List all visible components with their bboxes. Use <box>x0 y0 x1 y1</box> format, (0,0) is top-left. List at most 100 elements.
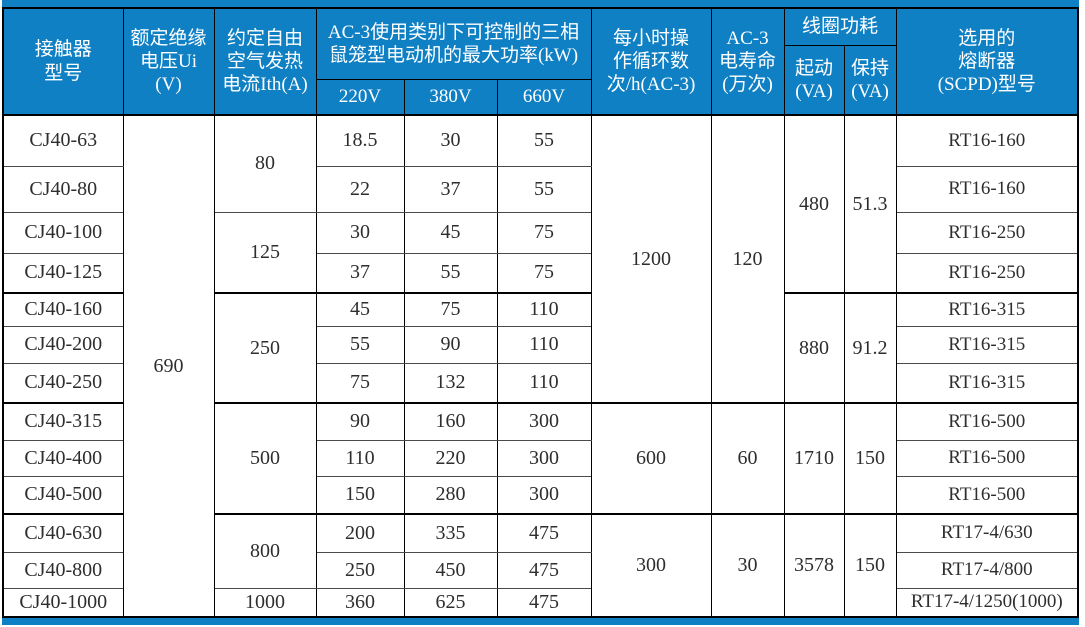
cell-p380: 335 <box>403 513 498 553</box>
cell-p380: 30 <box>403 114 498 167</box>
cell-p220: 30 <box>315 211 405 254</box>
cell-ith: 250 <box>213 292 317 404</box>
col-header-380v: 380V <box>403 78 498 116</box>
cell-p660: 110 <box>496 362 592 404</box>
cell-p380: 37 <box>403 165 498 213</box>
table-row: CJ40-315 500 90 160 300 600 60 1710 150 … <box>2 402 1079 515</box>
col-header-fuse: 选用的 熔断器 (SCPD)型号 <box>895 7 1079 116</box>
cell-model: CJ40-200 <box>2 325 124 364</box>
cell-fuse: RT16-500 <box>895 439 1079 477</box>
table-row: CJ40-1000 1000 360 625 475 RT17-4/1250(1… <box>2 587 1079 618</box>
cell-cycles: 300 <box>590 513 712 618</box>
cell-model: CJ40-500 <box>2 475 124 515</box>
cell-ith: 1000 <box>213 587 317 618</box>
cell-model: CJ40-250 <box>2 362 124 404</box>
cell-fuse: RT16-160 <box>895 165 1079 213</box>
col-header-model: 接触器 型号 <box>2 7 124 116</box>
table-row: CJ40-200 55 90 110 RT16-315 <box>2 325 1079 364</box>
cell-p220: 22 <box>315 165 405 213</box>
cell-p220: 37 <box>315 252 405 294</box>
cell-p380: 625 <box>403 587 498 618</box>
cell-p660: 75 <box>496 252 592 294</box>
cell-p380: 450 <box>403 551 498 589</box>
top-accent-bar <box>2 0 1079 7</box>
cell-p220: 360 <box>315 587 405 618</box>
cell-model: CJ40-63 <box>2 114 124 167</box>
cell-p220: 250 <box>315 551 405 589</box>
table-row: CJ40-500 150 280 300 RT16-500 <box>2 475 1079 515</box>
cell-p380: 220 <box>403 439 498 477</box>
cell-fuse: RT17-4/800 <box>895 551 1079 589</box>
cell-cycles: 600 <box>590 402 712 515</box>
cell-ith: 800 <box>213 513 317 589</box>
cell-model: CJ40-160 <box>2 292 124 327</box>
table-row: CJ40-160 250 45 75 110 880 91.2 RT16-315 <box>2 292 1079 404</box>
cell-model: CJ40-630 <box>2 513 124 553</box>
cell-life: 60 <box>710 402 785 515</box>
table-row: CJ40-80 22 37 55 RT16-160 <box>2 165 1079 213</box>
cell-p660: 475 <box>496 513 592 553</box>
cell-coil-start: 3578 <box>783 513 845 618</box>
cell-p380: 55 <box>403 252 498 294</box>
col-header-coil-hold: 保持 (VA) <box>843 44 897 116</box>
table-row: CJ40-125 37 55 75 RT16-250 <box>2 252 1079 294</box>
cell-p220: 200 <box>315 513 405 553</box>
cell-model: CJ40-125 <box>2 252 124 294</box>
cell-p660: 475 <box>496 587 592 618</box>
cell-coil-hold: 150 <box>843 402 897 515</box>
cell-cycles: 1200 <box>590 114 712 404</box>
cell-p380: 132 <box>403 362 498 404</box>
cell-ith: 80 <box>213 114 317 213</box>
cell-fuse: RT16-250 <box>895 252 1079 294</box>
cell-fuse: RT16-500 <box>895 475 1079 515</box>
table-row: CJ40-400 110 220 300 RT16-500 <box>2 439 1079 477</box>
col-header-220v: 220V <box>315 78 405 116</box>
cell-p220: 75 <box>315 362 405 404</box>
cell-life: 30 <box>710 513 785 618</box>
cell-fuse: RT16-250 <box>895 211 1079 254</box>
cell-p660: 300 <box>496 475 592 515</box>
cell-model: CJ40-400 <box>2 439 124 477</box>
col-header-thermal-current: 约定自由 空气发热 电流Ith(A) <box>213 7 317 116</box>
cell-coil-start: 880 <box>783 292 845 404</box>
cell-fuse: RT16-315 <box>895 292 1079 327</box>
cell-p660: 475 <box>496 551 592 589</box>
contactor-spec-table: 接触器 型号 额定绝缘 电压Ui (V) 约定自由 空气发热 电流Ith(A) … <box>2 7 1080 618</box>
cell-p220: 150 <box>315 475 405 515</box>
cell-coil-hold: 91.2 <box>843 292 897 404</box>
cell-voltage: 690 <box>122 114 215 618</box>
cell-p220: 55 <box>315 325 405 364</box>
cell-model: CJ40-1000 <box>2 587 124 618</box>
cell-model: CJ40-315 <box>2 402 124 441</box>
cell-model: CJ40-80 <box>2 165 124 213</box>
cell-p220: 45 <box>315 292 405 327</box>
cell-p660: 300 <box>496 439 592 477</box>
cell-fuse: RT16-315 <box>895 362 1079 404</box>
cell-p660: 55 <box>496 114 592 167</box>
cell-coil-start: 480 <box>783 114 845 294</box>
cell-p220: 90 <box>315 402 405 441</box>
cell-ith: 500 <box>213 402 317 515</box>
table-row: CJ40-100 125 30 45 75 RT16-250 <box>2 211 1079 294</box>
cell-p660: 55 <box>496 165 592 213</box>
col-header-660v: 660V <box>496 78 592 116</box>
col-header-life: AC-3 电寿命 (万次) <box>710 7 785 116</box>
cell-p380: 45 <box>403 211 498 254</box>
cell-model: CJ40-100 <box>2 211 124 254</box>
bottom-accent-bar <box>2 618 1079 625</box>
cell-model: CJ40-800 <box>2 551 124 589</box>
cell-p660: 110 <box>496 325 592 364</box>
col-header-coil-group: 线圈功耗 <box>783 7 897 46</box>
cell-fuse: RT16-500 <box>895 402 1079 441</box>
col-header-cycles: 每小时操 作循环数 次/h(AC-3) <box>590 7 712 116</box>
cell-p660: 75 <box>496 211 592 254</box>
cell-p220: 18.5 <box>315 114 405 167</box>
cell-fuse: RT17-4/1250(1000) <box>895 587 1079 618</box>
cell-p380: 280 <box>403 475 498 515</box>
cell-p220: 110 <box>315 439 405 477</box>
cell-p660: 110 <box>496 292 592 327</box>
cell-ith: 125 <box>213 211 317 294</box>
cell-p380: 90 <box>403 325 498 364</box>
cell-p380: 160 <box>403 402 498 441</box>
